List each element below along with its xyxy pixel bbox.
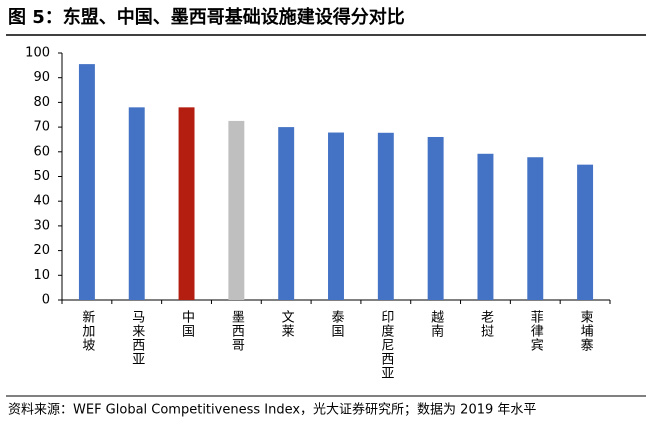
- x-tick-label: 印度尼西亚: [378, 310, 394, 380]
- y-tick-label: 20: [33, 243, 50, 258]
- source-note: 资料来源：WEF Global Competitiveness Index，光大…: [8, 402, 536, 418]
- y-tick-label: 50: [33, 169, 50, 184]
- x-tick-label: 菲律宾: [528, 310, 544, 352]
- x-tick-label: 墨西哥: [229, 310, 245, 352]
- y-tick-label: 60: [33, 144, 50, 159]
- x-tick-label: 柬埔寨: [578, 310, 594, 352]
- y-tick-label: 30: [33, 218, 50, 233]
- bar: [128, 107, 145, 300]
- chart-title: 图 5：东盟、中国、墨西哥基础设施建设得分对比: [8, 6, 405, 28]
- bar: [527, 157, 544, 300]
- bar: [178, 107, 195, 300]
- bar: [328, 132, 344, 300]
- x-tick-label: 文莱: [279, 310, 295, 338]
- bar: [477, 153, 494, 300]
- y-tick-label: 100: [25, 46, 50, 61]
- x-tick-label: 老挝: [478, 310, 494, 338]
- bar: [278, 127, 295, 300]
- bar: [228, 120, 245, 300]
- y-tick-label: 0: [42, 293, 50, 308]
- y-tick-label: 40: [33, 194, 50, 209]
- y-tick-label: 70: [33, 120, 50, 135]
- y-tick-label: 10: [33, 268, 50, 283]
- y-tick-label: 80: [33, 95, 50, 110]
- x-tick-label: 马来西亚: [129, 310, 145, 366]
- bar: [427, 136, 444, 300]
- x-tick-label: 泰国: [329, 310, 345, 338]
- x-tick-label: 中国: [179, 310, 194, 338]
- bar: [377, 132, 394, 300]
- bar: [78, 64, 95, 301]
- bar: [577, 164, 594, 300]
- y-tick-label: 90: [33, 70, 50, 85]
- x-tick-label: 越南: [428, 310, 444, 338]
- x-tick-label: 新加坡: [79, 309, 95, 352]
